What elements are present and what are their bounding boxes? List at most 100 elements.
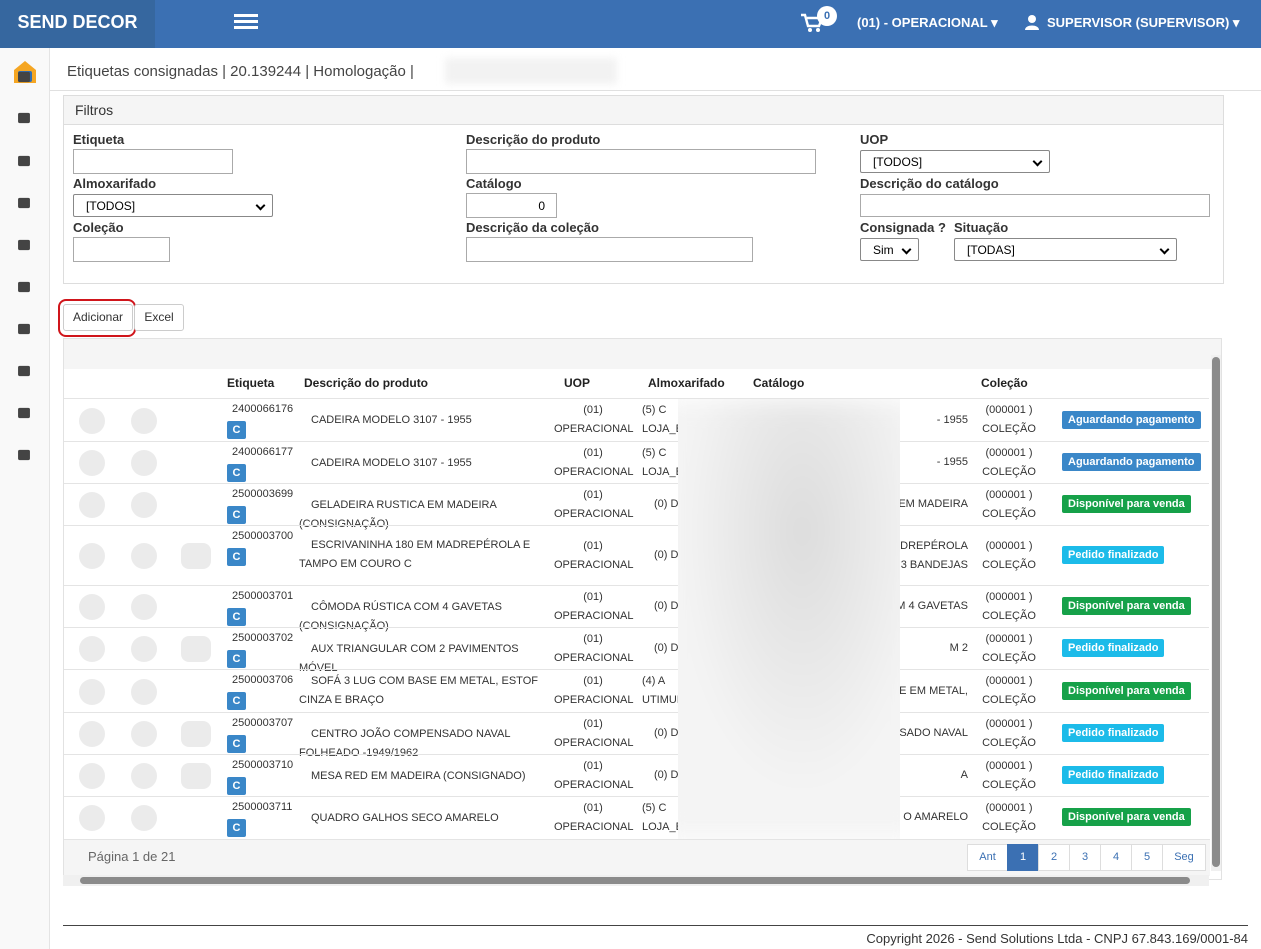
select[interactable]: [TODOS] xyxy=(73,194,273,217)
uop-line: OPERACIONAL xyxy=(554,507,634,520)
table-row: 2500003700 C ESCRIVANINHA 180 EM MADREPÉRO… xyxy=(64,525,1209,585)
colecao-line: COLEÇÃO xyxy=(982,694,1036,706)
almoxarifado-cell: (0) D xyxy=(642,586,742,627)
delete-button[interactable] xyxy=(131,805,157,831)
uop-line: OPERACIONAL xyxy=(554,558,634,571)
filter-panel: Filtros xyxy=(63,95,1224,284)
delete-button[interactable] xyxy=(131,594,157,620)
add-button[interactable]: Adicionar xyxy=(63,304,133,331)
uop-line: OPERACIONAL xyxy=(554,651,634,664)
page-link[interactable]: 2 xyxy=(1038,844,1070,871)
edit-button[interactable] xyxy=(79,450,105,476)
sidebar-icon[interactable] xyxy=(18,449,30,461)
catalogo-line: SADO NAVAL xyxy=(899,727,968,739)
select[interactable]: [TODOS] xyxy=(860,150,1050,173)
delete-button[interactable] xyxy=(131,407,157,434)
table-row: 2400066176 C CADEIRA MODELO 3107 - 1955 (01… xyxy=(64,398,1209,441)
excel-button[interactable]: Excel xyxy=(134,304,184,331)
catalogo-cell: EM MADEIRA xyxy=(834,484,974,525)
uop-line: (01) xyxy=(583,539,603,552)
edit-button[interactable] xyxy=(79,407,105,434)
page-link[interactable]: 4 xyxy=(1100,844,1132,871)
delete-button[interactable] xyxy=(131,450,157,476)
delete-button[interactable] xyxy=(131,721,157,747)
edit-button[interactable] xyxy=(79,721,105,747)
divider xyxy=(50,90,1261,91)
filter-title: Filtros xyxy=(64,96,1223,125)
h-scrollbar[interactable] xyxy=(63,875,1209,886)
edit-button[interactable] xyxy=(79,678,105,705)
uop-cell: (01) OPERACIONAL xyxy=(554,713,633,754)
select[interactable]: [TODAS] xyxy=(954,238,1177,261)
colecao-line: (000001 ) xyxy=(985,590,1033,603)
status-badge: Pedido finalizado xyxy=(1062,724,1165,742)
sidebar-icon[interactable] xyxy=(18,71,30,83)
input[interactable] xyxy=(466,237,753,262)
page-link[interactable]: 3 xyxy=(1069,844,1101,871)
edit-button[interactable] xyxy=(79,805,105,831)
delete-button[interactable] xyxy=(131,543,157,569)
page-link[interactable]: 5 xyxy=(1131,844,1163,871)
payment-button[interactable] xyxy=(181,636,211,662)
colecao-line: (000001 ) xyxy=(985,801,1033,814)
user-label: SUPERVISOR (SUPERVISOR) xyxy=(1047,15,1230,30)
input[interactable] xyxy=(73,237,170,262)
sidebar-icon[interactable] xyxy=(18,197,30,209)
catalogo-line: E EM METAL, xyxy=(899,684,968,697)
colecao-line: COLEÇÃO xyxy=(982,465,1036,478)
column-header: Almoxarifado xyxy=(648,376,725,390)
colecao-cell: (000001 ) COLEÇÃO xyxy=(971,399,1047,441)
almoxarifado-cell: (4) A UTIMUR xyxy=(642,670,742,712)
pager: Ant 1 2 3 4 5 Seg xyxy=(967,844,1208,871)
uop-line: OPERACIONAL xyxy=(554,820,634,833)
delete-button[interactable] xyxy=(131,678,157,705)
edit-button[interactable] xyxy=(79,543,105,569)
etiqueta: 2500003710 xyxy=(232,759,294,771)
uop-line: OPERACIONAL xyxy=(554,694,634,706)
status-badge: Aguardando pagamento xyxy=(1062,453,1201,471)
select[interactable]: Sim xyxy=(860,238,919,261)
catalogo-cell: O AMARELO xyxy=(834,797,974,838)
input[interactable] xyxy=(73,149,233,174)
delete-button[interactable] xyxy=(131,763,157,789)
payment-button[interactable] xyxy=(181,543,211,569)
blurred-area xyxy=(678,399,900,839)
input[interactable] xyxy=(466,149,816,174)
edit-button[interactable] xyxy=(79,763,105,789)
sidebar-icon[interactable] xyxy=(18,281,30,293)
payment-button[interactable] xyxy=(181,763,211,789)
sidebar-icon[interactable] xyxy=(18,239,30,251)
page-link[interactable]: 1 xyxy=(1007,844,1039,871)
sidebar-icon[interactable] xyxy=(18,365,30,377)
edit-button[interactable] xyxy=(79,492,105,518)
menu-toggle[interactable] xyxy=(234,13,258,31)
catalogo-line: - 1955 xyxy=(936,413,968,426)
uop-line: (01) xyxy=(583,590,603,603)
label: Situação xyxy=(954,220,1009,235)
input[interactable]: 0 xyxy=(466,193,557,218)
next-page[interactable]: Seg xyxy=(1162,844,1206,871)
input[interactable] xyxy=(860,194,1210,217)
sidebar-icon[interactable] xyxy=(18,155,30,167)
uop-label: (01) - OPERACIONAL xyxy=(857,15,988,30)
uop-menu[interactable]: (01) - OPERACIONAL ▾ xyxy=(857,15,998,30)
user-menu[interactable]: SUPERVISOR (SUPERVISOR) ▾ xyxy=(1047,15,1240,30)
uop-cell: (01) OPERACIONAL xyxy=(554,442,633,483)
sidebar-icon[interactable] xyxy=(18,323,30,335)
delete-button[interactable] xyxy=(131,636,157,662)
badge: C xyxy=(227,548,246,566)
delete-button[interactable] xyxy=(131,492,157,518)
data-grid: Página 1 de 21 Ant 1 2 3 4 5 Seg Etiqueta Descr… xyxy=(63,338,1222,880)
payment-button[interactable] xyxy=(181,721,211,747)
brand[interactable]: SEND DECOR xyxy=(0,0,155,48)
v-scrollbar[interactable] xyxy=(1211,355,1221,871)
label: Almoxarifado xyxy=(73,176,157,191)
edit-button[interactable] xyxy=(79,636,105,662)
uop-line: (01) xyxy=(583,404,603,416)
prev-page[interactable]: Ant xyxy=(967,844,1008,871)
sidebar-icon[interactable] xyxy=(18,407,30,419)
sidebar-icon[interactable] xyxy=(18,112,30,124)
catalogo-line: M 4 GAVETAS xyxy=(896,600,968,612)
edit-button[interactable] xyxy=(79,594,105,620)
colecao-cell: (000001 ) COLEÇÃO xyxy=(971,628,1047,669)
